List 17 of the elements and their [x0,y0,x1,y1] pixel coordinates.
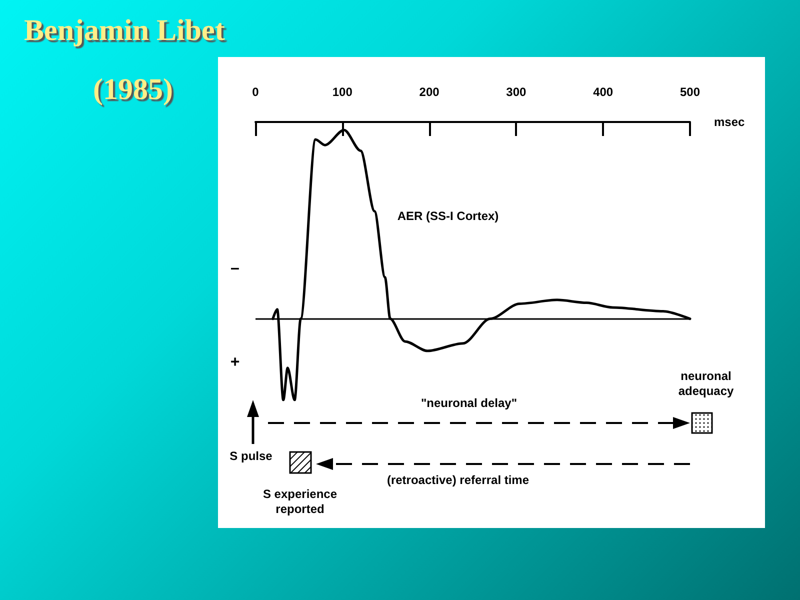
text: S pulse [228,449,274,464]
text: S experience reported [262,487,338,517]
text: – [230,260,240,277]
annotation: neuronal adequacy [677,369,735,399]
annotation: AER (SS-I Cortex) [396,209,500,224]
chart-subtitle: (1985) [93,73,173,107]
text: + [229,354,241,371]
x-tick-label: 100 [332,85,353,99]
x-axis-title: msec [714,115,746,129]
x-tick-label: 0 [252,85,260,99]
chart-title: Benjamin Libet [24,14,225,48]
annotation: "neuronal delay" [420,396,518,411]
x-tick-label: 500 [680,85,700,99]
x-tick-label: 200 [419,85,440,99]
x-tick-label: 400 [593,85,614,99]
text: (retroactive) referral time [386,473,530,488]
x-tick-label: 300 [506,85,527,99]
